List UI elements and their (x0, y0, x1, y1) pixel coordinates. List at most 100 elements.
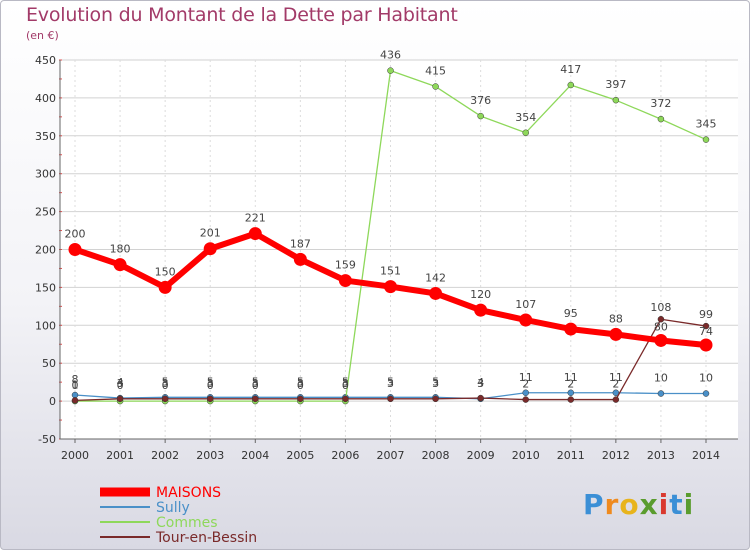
logo-letter: o (619, 488, 640, 521)
data-label: 5 (432, 375, 439, 388)
data-label: 10 (699, 372, 713, 385)
legend-label: Tour-en-Bessin (155, 530, 257, 546)
data-label: 187 (290, 237, 311, 250)
y-tick-label: 400 (35, 92, 56, 105)
data-label: 8 (72, 373, 79, 386)
data-point (248, 227, 262, 241)
data-point (657, 115, 665, 123)
y-tick-label: 250 (35, 206, 56, 219)
data-label: 415 (425, 65, 446, 78)
data-point (612, 389, 620, 397)
data-label: 3 (387, 377, 394, 390)
data-point (68, 243, 82, 256)
data-point (699, 338, 713, 352)
y-tick-label: 0 (49, 395, 56, 408)
data-point (387, 67, 394, 74)
data-point (657, 390, 665, 397)
data-label: 11 (519, 371, 533, 384)
data-label: 417 (560, 63, 581, 76)
data-label: 5 (207, 375, 214, 388)
data-point (522, 396, 529, 403)
data-label: 0 (342, 379, 349, 392)
data-label: 74 (699, 325, 713, 338)
data-label: 0 (252, 379, 259, 392)
data-point (702, 390, 710, 397)
x-tick-label: 2005 (286, 449, 314, 462)
data-label: 345 (696, 118, 717, 131)
data-label: 1 (72, 378, 79, 391)
data-label: 3 (207, 377, 214, 390)
x-tick-label: 2009 (467, 449, 495, 462)
y-tick-label: -50 (38, 433, 56, 446)
logo-letter: P (583, 488, 605, 521)
logo-letter: x (639, 488, 659, 521)
data-point (203, 242, 217, 256)
data-label: 11 (564, 371, 578, 384)
data-point (522, 129, 529, 137)
data-point (252, 395, 259, 403)
data-point (477, 394, 484, 402)
data-point (474, 303, 488, 317)
data-label: 4 (117, 376, 124, 389)
data-label: 5 (162, 375, 169, 388)
data-point (612, 96, 620, 104)
data-label: 5 (342, 375, 349, 388)
data-label: 3 (297, 377, 304, 390)
x-tick-label: 2012 (602, 449, 630, 462)
data-label: 142 (425, 271, 446, 284)
data-point (116, 395, 124, 403)
data-label: 3 (162, 377, 169, 390)
data-point (519, 313, 533, 327)
data-label: 354 (515, 111, 536, 124)
x-tick-label: 2014 (692, 449, 720, 462)
data-label: 3 (342, 377, 349, 390)
data-label: 200 (65, 228, 86, 241)
data-label: 3 (252, 377, 259, 390)
data-label: 95 (564, 307, 578, 320)
data-label: 5 (297, 375, 304, 388)
data-point (429, 286, 443, 300)
chart-unit: (en €) (26, 29, 59, 42)
data-point (71, 397, 79, 404)
y-tick-label: 100 (35, 319, 56, 332)
data-point (342, 395, 349, 403)
logo-letter: i (683, 488, 695, 521)
x-tick-label: 2008 (422, 449, 450, 462)
data-point (161, 395, 169, 403)
y-tick-label: 450 (35, 54, 56, 67)
data-label: 108 (650, 301, 671, 314)
data-label: 5 (387, 375, 394, 388)
y-tick-label: 50 (42, 357, 56, 370)
data-label: 80 (654, 320, 668, 333)
data-point (432, 83, 439, 90)
data-label: 221 (245, 212, 266, 225)
data-label: 11 (609, 371, 623, 384)
data-point (567, 389, 575, 397)
data-label: 3 (477, 377, 484, 390)
data-label: 0 (297, 379, 304, 392)
data-point (206, 395, 214, 403)
data-point (158, 280, 172, 294)
y-tick-label: 300 (35, 168, 56, 181)
y-tick-label: 150 (35, 281, 56, 294)
data-label: 397 (605, 78, 626, 91)
data-point (654, 333, 668, 347)
x-tick-label: 2001 (106, 449, 134, 462)
data-point (432, 395, 439, 403)
data-label: 4 (477, 376, 484, 389)
proxiti-logo: Proxiti (583, 488, 694, 521)
chart-title: Evolution du Montant de la Dette par Hab… (26, 4, 458, 26)
logo-letter: r (604, 488, 620, 521)
data-label: 0 (72, 379, 79, 392)
data-label: 107 (515, 298, 536, 311)
data-label: 150 (155, 265, 176, 278)
data-point (702, 322, 710, 330)
data-point (702, 136, 710, 143)
x-tick-label: 2000 (61, 449, 89, 462)
data-point (657, 315, 665, 323)
data-point (338, 274, 352, 288)
data-label: 372 (650, 97, 671, 110)
data-point (567, 81, 575, 89)
data-label: 2 (522, 378, 529, 391)
